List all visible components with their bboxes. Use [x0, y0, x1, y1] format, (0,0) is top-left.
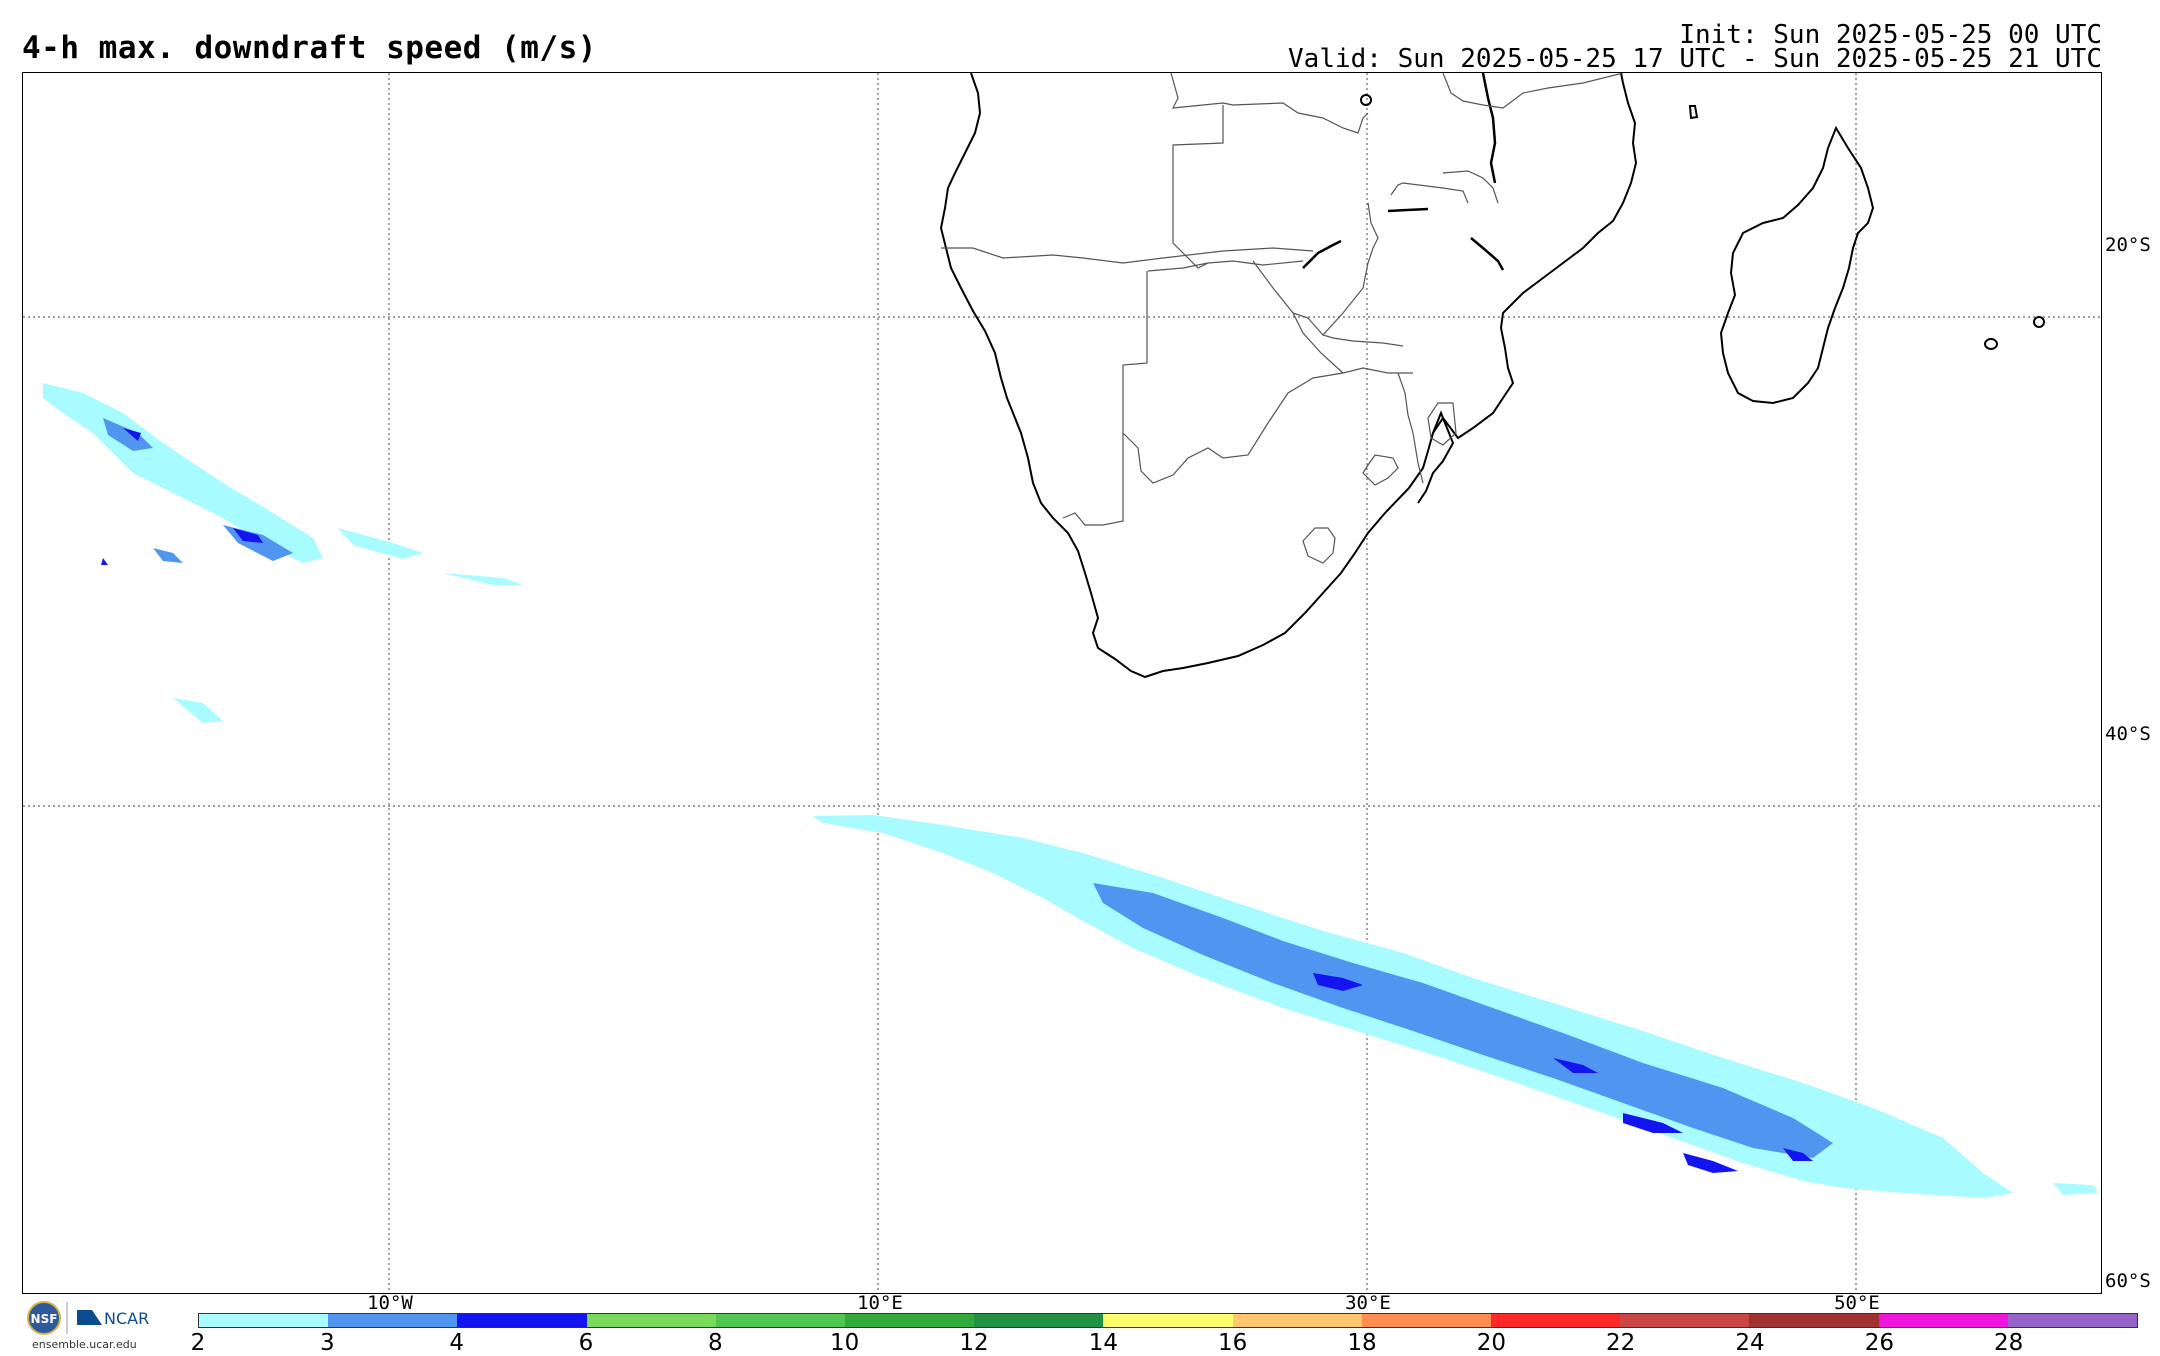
colorbar-segment	[457, 1314, 587, 1327]
colorbar-label: 20	[1476, 1330, 1506, 1356]
colorbar	[198, 1313, 2138, 1328]
colorbar-segment	[328, 1314, 458, 1327]
colorbar-label: 3	[320, 1330, 335, 1356]
colorbar-label: 28	[1994, 1330, 2024, 1356]
map-title: 4-h max. downdraft speed (m/s)	[22, 30, 597, 66]
map-canvas	[23, 73, 2101, 1293]
country-borders	[941, 73, 1624, 564]
lon-label-10w: 10°W	[367, 1292, 413, 1314]
lat-label-60s: 60°S	[2105, 1270, 2151, 1292]
site-text: ensemble.ucar.edu	[32, 1338, 137, 1351]
lon-label-50e: 50°E	[1834, 1292, 1880, 1314]
colorbar-label: 8	[708, 1330, 723, 1356]
map-panel[interactable]	[22, 72, 2102, 1294]
graticule	[23, 73, 2101, 1293]
lat-label-20s: 20°S	[2105, 234, 2151, 256]
colorbar-label: 10	[830, 1330, 860, 1356]
colorbar-segment	[715, 1314, 846, 1327]
colorbar-label: 12	[959, 1330, 989, 1356]
logo-graphic: NSF NCAR	[27, 1301, 149, 1335]
lon-label-10e: 10°E	[857, 1292, 903, 1314]
inland-water	[1302, 73, 1505, 271]
colorbar-label: 14	[1088, 1330, 1118, 1356]
colorbar-label: 2	[190, 1330, 206, 1356]
colorbar-segment	[1878, 1314, 2008, 1327]
nsf-ncar-logo: NSF NCAR	[22, 1300, 157, 1350]
colorbar-label: 24	[1735, 1330, 1765, 1356]
colorbar-segment	[1232, 1314, 1362, 1327]
colorbar-label: 22	[1606, 1330, 1636, 1356]
nsf-logo-text: NSF	[31, 1312, 58, 1326]
colorbar-label: 18	[1347, 1330, 1377, 1356]
lat-label-40s: 40°S	[2105, 723, 2151, 745]
colorbar-segment	[974, 1314, 1104, 1327]
colorbar-segment	[1361, 1314, 1492, 1327]
colorbar-label: 16	[1218, 1330, 1248, 1356]
coastline	[939, 73, 2045, 679]
colorbar-segment	[586, 1314, 716, 1327]
valid-time: Valid: Sun 2025-05-25 17 UTC - Sun 2025-…	[1288, 44, 2102, 74]
colorbar-label: 26	[1864, 1330, 1894, 1356]
colorbar-segment	[1103, 1314, 1233, 1327]
colorbar-label: 6	[578, 1330, 594, 1356]
colorbar-segment	[1491, 1314, 1621, 1327]
colorbar-segment	[1749, 1314, 1879, 1327]
lon-label-30e: 30°E	[1345, 1292, 1391, 1314]
colorbar-segment	[2007, 1314, 2138, 1327]
ncar-logo-text: NCAR	[104, 1309, 149, 1328]
init-time: Init: Sun 2025-05-25 00 UTC	[1679, 20, 2102, 50]
colorbar-segment	[845, 1314, 975, 1327]
colorbar-label: 4	[449, 1330, 464, 1356]
colorbar-segment	[199, 1314, 329, 1327]
downdraft-shading	[43, 383, 2098, 1198]
colorbar-segment	[1620, 1314, 1750, 1327]
